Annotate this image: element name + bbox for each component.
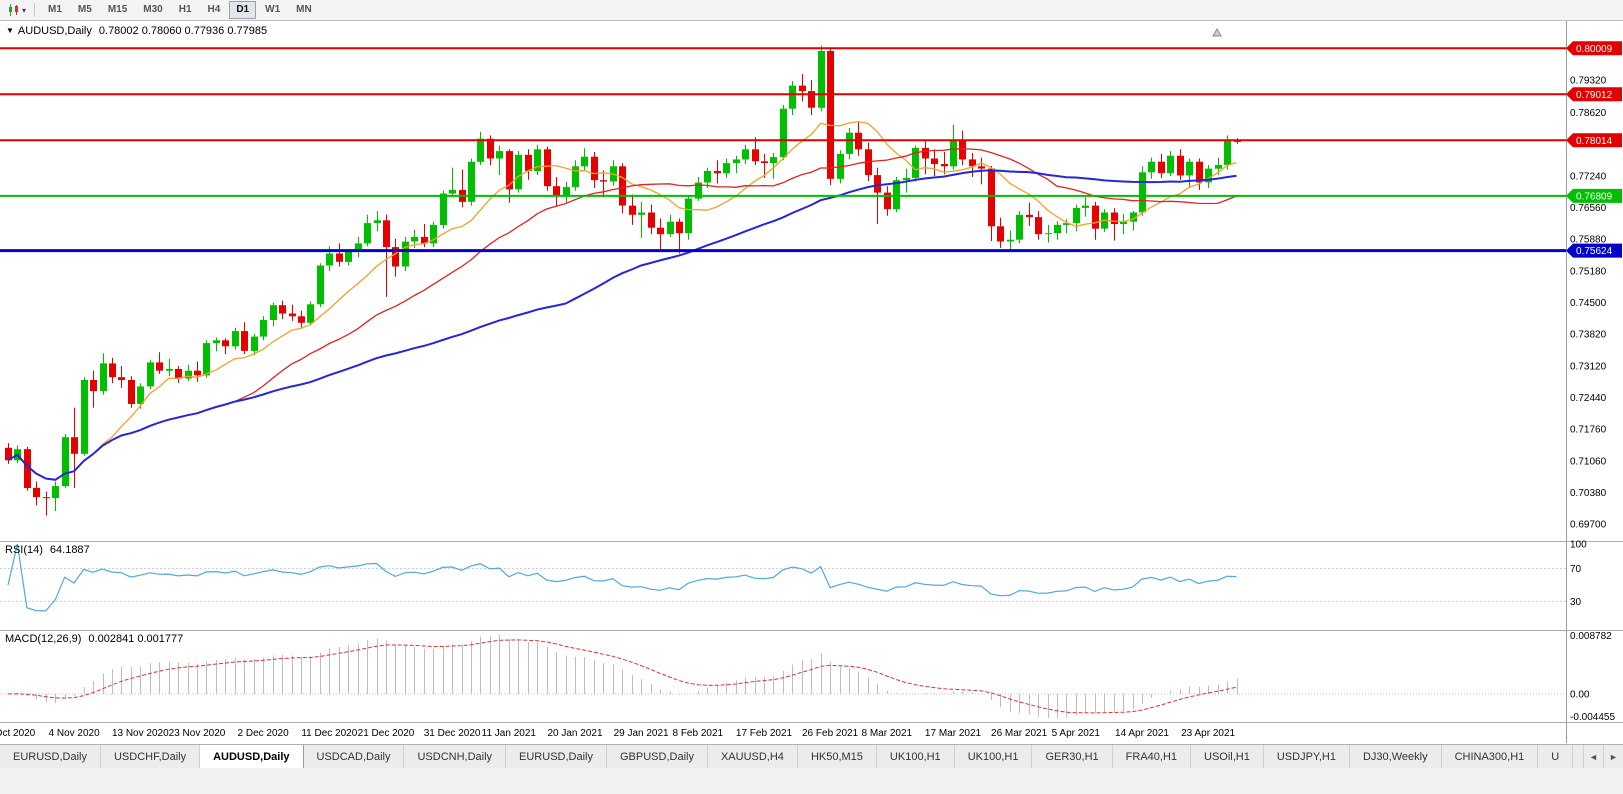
svg-text:14 Apr 2021: 14 Apr 2021: [1115, 728, 1169, 739]
price-chart-canvas[interactable]: 0.79320 0.78620 0.77240 0.76560 0.75880 0.751…: [0, 21, 1623, 743]
timeframe-toolbar: ▾ M1 M5 M15 M30 H1 H4 D1 W1 MN: [0, 0, 1623, 21]
svg-text:0.72440: 0.72440: [1570, 393, 1607, 404]
svg-text:0.75624: 0.75624: [1576, 246, 1613, 257]
timeframe-d1-button[interactable]: D1: [229, 1, 257, 19]
tabs-scroll-right-button[interactable]: ►: [1603, 745, 1623, 768]
svg-text:8 Feb 2021: 8 Feb 2021: [672, 728, 723, 739]
chart-type-button[interactable]: ▾: [4, 1, 29, 19]
chevron-down-icon: ▾: [22, 5, 27, 15]
tab-usdcad-daily[interactable]: USDCAD,Daily: [303, 745, 405, 768]
svg-text:100: 100: [1570, 540, 1587, 551]
svg-text:13 Nov 2020: 13 Nov 2020: [112, 728, 169, 739]
tab-usoil-h1[interactable]: USOil,H1: [1191, 745, 1264, 768]
svg-text:0.73820: 0.73820: [1570, 329, 1607, 340]
svg-text:0.78620: 0.78620: [1570, 108, 1607, 119]
svg-text:0.78014: 0.78014: [1576, 136, 1613, 147]
tab-audusd-daily[interactable]: AUDUSD,Daily: [200, 745, 304, 768]
tab-nav: ◄ ►: [1583, 745, 1623, 768]
svg-text:26 Oct 2020: 26 Oct 2020: [0, 728, 36, 739]
svg-text:0.76560: 0.76560: [1570, 203, 1607, 214]
svg-text:0.73120: 0.73120: [1570, 362, 1607, 373]
svg-text:0.75180: 0.75180: [1570, 267, 1607, 278]
tab-ger30-h1[interactable]: GER30,H1: [1032, 745, 1113, 768]
timeframe-m1-button[interactable]: M1: [41, 1, 69, 19]
svg-text:8 Mar 2021: 8 Mar 2021: [862, 728, 913, 739]
svg-text:0.71060: 0.71060: [1570, 457, 1607, 468]
svg-text:0.77240: 0.77240: [1570, 172, 1607, 183]
svg-text:0.00: 0.00: [1570, 690, 1590, 701]
bottom-strip: [0, 768, 1623, 794]
tab-usdcnh-daily[interactable]: USDCNH,Daily: [404, 745, 507, 768]
svg-text:30: 30: [1570, 597, 1582, 608]
timeframe-m5-button[interactable]: M5: [71, 1, 99, 19]
svg-text:0.80009: 0.80009: [1576, 44, 1613, 55]
timeframe-w1-button[interactable]: W1: [258, 1, 287, 19]
tab-eurusd-daily-1[interactable]: EURUSD,Daily: [0, 745, 101, 768]
toolbar-separator: [34, 3, 36, 17]
tabs-scroll-left-button[interactable]: ◄: [1583, 745, 1603, 768]
svg-text:29 Jan 2021: 29 Jan 2021: [614, 728, 669, 739]
tab-dj30-weekly[interactable]: DJ30,Weekly: [1349, 745, 1442, 768]
svg-text:-0.004455: -0.004455: [1570, 712, 1615, 723]
tab-partial[interactable]: U: [1538, 745, 1574, 768]
svg-text:11 Dec 2020: 11 Dec 2020: [301, 728, 357, 739]
timeframe-m30-button[interactable]: M30: [136, 1, 169, 19]
chart-area[interactable]: 0.79320 0.78620 0.77240 0.76560 0.75880 0.751…: [0, 21, 1623, 743]
svg-text:0.79012: 0.79012: [1576, 90, 1613, 101]
svg-text:17 Mar 2021: 17 Mar 2021: [925, 728, 982, 739]
timeframe-m15-button[interactable]: M15: [101, 1, 134, 19]
svg-text:4 Nov 2020: 4 Nov 2020: [49, 728, 101, 739]
tab-xauusd-h4[interactable]: XAUUSD,H4: [707, 745, 798, 768]
svg-text:11 Jan 2021: 11 Jan 2021: [482, 728, 537, 739]
tab-uk100-h1-1[interactable]: UK100,H1: [876, 745, 955, 768]
svg-text:0.008782: 0.008782: [1570, 631, 1612, 642]
tab-fra40-h1[interactable]: FRA40,H1: [1112, 745, 1192, 768]
tab-usdjpy-h1[interactable]: USDJPY,H1: [1263, 745, 1350, 768]
tab-china300-h1[interactable]: CHINA300,H1: [1441, 745, 1539, 768]
svg-text:21 Dec 2020: 21 Dec 2020: [358, 728, 415, 739]
svg-text:20 Jan 2021: 20 Jan 2021: [547, 728, 602, 739]
svg-text:2 Dec 2020: 2 Dec 2020: [238, 728, 290, 739]
svg-text:0.71760: 0.71760: [1570, 424, 1607, 435]
chart-tabbar: EURUSD,Daily USDCHF,Daily AUDUSD,Daily U…: [0, 744, 1623, 768]
svg-text:0.69700: 0.69700: [1570, 519, 1607, 530]
tab-hk50-m15[interactable]: HK50,M15: [797, 745, 877, 768]
svg-text:26 Feb 2021: 26 Feb 2021: [802, 728, 859, 739]
tab-uk100-h1-2[interactable]: UK100,H1: [954, 745, 1033, 768]
svg-text:0.70380: 0.70380: [1570, 488, 1607, 499]
tab-usdchf-daily[interactable]: USDCHF,Daily: [100, 745, 201, 768]
timeframe-h4-button[interactable]: H4: [201, 1, 228, 19]
svg-text:0.79320: 0.79320: [1570, 76, 1607, 87]
tab-eurusd-daily-2[interactable]: EURUSD,Daily: [506, 745, 607, 768]
timeframe-h1-button[interactable]: H1: [172, 1, 199, 19]
svg-text:0.74500: 0.74500: [1570, 298, 1607, 309]
svg-text:17 Feb 2021: 17 Feb 2021: [736, 728, 793, 739]
svg-text:26 Mar 2021: 26 Mar 2021: [991, 728, 1048, 739]
timeframe-mn-button[interactable]: MN: [289, 1, 319, 19]
tab-gbpusd-daily[interactable]: GBPUSD,Daily: [607, 745, 708, 768]
svg-text:23 Nov 2020: 23 Nov 2020: [169, 728, 226, 739]
svg-text:23 Apr 2021: 23 Apr 2021: [1181, 728, 1235, 739]
candlestick-chart-icon: [9, 4, 18, 16]
svg-text:5 Apr 2021: 5 Apr 2021: [1052, 728, 1101, 739]
svg-text:0.76809: 0.76809: [1576, 191, 1613, 202]
svg-text:70: 70: [1570, 564, 1582, 575]
svg-text:31 Dec 2020: 31 Dec 2020: [424, 728, 481, 739]
svg-text:0.75880: 0.75880: [1570, 234, 1607, 245]
